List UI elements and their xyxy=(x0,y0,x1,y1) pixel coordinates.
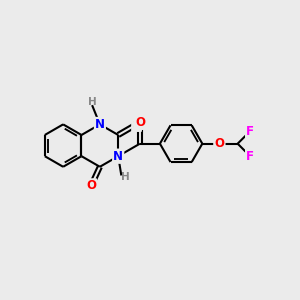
Text: O: O xyxy=(135,116,145,129)
Text: F: F xyxy=(246,149,254,163)
Text: O: O xyxy=(214,137,224,150)
Text: O: O xyxy=(214,137,224,150)
Text: N: N xyxy=(95,118,105,131)
Text: N: N xyxy=(113,150,123,163)
Text: S: S xyxy=(132,118,141,131)
Text: H: H xyxy=(121,172,130,182)
Text: N: N xyxy=(95,118,105,131)
Text: F: F xyxy=(246,149,254,163)
Text: O: O xyxy=(86,179,96,192)
Text: F: F xyxy=(246,125,254,138)
Text: N: N xyxy=(113,150,123,163)
Text: S: S xyxy=(132,118,141,131)
Text: H: H xyxy=(88,97,97,107)
Text: F: F xyxy=(246,125,254,138)
Text: O: O xyxy=(135,116,145,129)
Text: O: O xyxy=(86,179,96,192)
